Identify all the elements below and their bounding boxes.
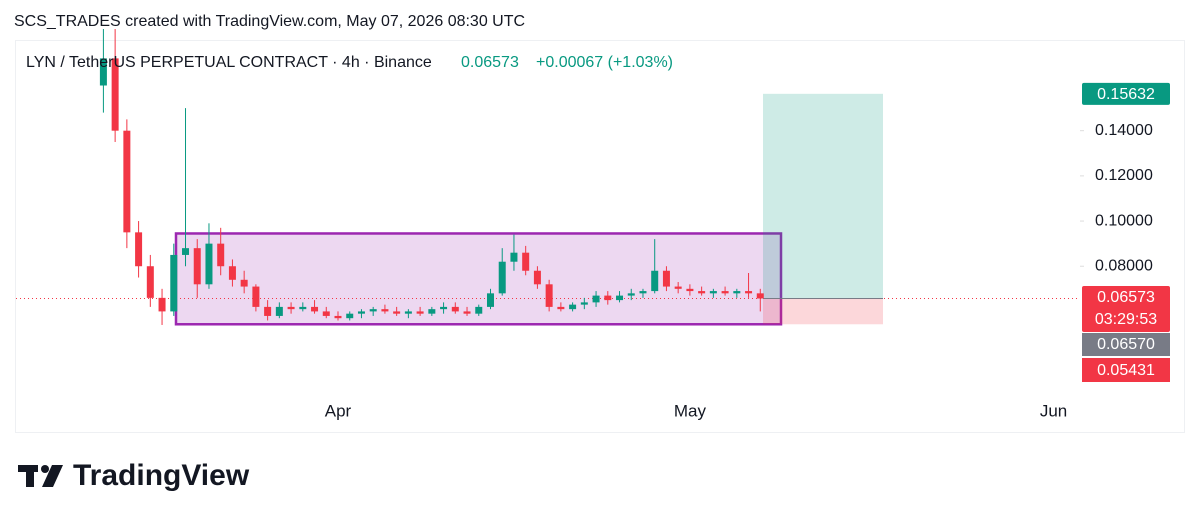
countdown: 03:29:53 — [1095, 311, 1157, 328]
candle-body — [428, 309, 436, 314]
candle-body — [369, 309, 377, 312]
candle-body — [475, 306, 483, 314]
candle-body — [182, 248, 190, 255]
candle-body — [252, 286, 260, 307]
header-change: +0.00067 (+1.03%) — [536, 54, 673, 71]
stop-zone — [763, 298, 883, 325]
plot-area — [16, 29, 1080, 326]
y-tick-label: 0.08000 — [1095, 257, 1153, 274]
candle-body — [533, 270, 541, 285]
candle-body — [580, 302, 588, 305]
header-price: 0.06573 — [461, 54, 519, 71]
candle-body — [357, 311, 365, 314]
watermark: SCS_TRADES created with TradingView.com,… — [14, 13, 525, 30]
candle-body — [510, 252, 518, 262]
candle-body — [146, 266, 154, 298]
candle-body — [709, 291, 717, 294]
candle-body — [639, 291, 647, 294]
last-label: 0.06573 — [1097, 289, 1155, 306]
candle-body — [522, 252, 530, 271]
candle-body — [463, 311, 471, 314]
candle-body — [123, 130, 131, 233]
logo-icon — [18, 465, 63, 487]
candle-body — [416, 311, 424, 314]
candle-body — [135, 232, 143, 267]
candle-body — [545, 284, 553, 307]
candle-body — [228, 266, 236, 280]
target-label-bg — [1082, 82, 1170, 105]
x-tick-label: May — [674, 401, 707, 420]
x-tick-label: Apr — [325, 401, 352, 420]
candle-body — [205, 243, 213, 285]
candle-body — [158, 297, 166, 312]
candle-body — [674, 286, 682, 289]
x-tick-label: Jun — [1040, 401, 1067, 420]
chart-title: LYN / TetherUS PERPETUAL CONTRACT · 4h ·… — [26, 54, 432, 71]
candle-body — [287, 306, 295, 310]
candle-body — [217, 243, 225, 267]
candle-body — [756, 293, 764, 299]
candle-body — [557, 306, 565, 310]
candle-body — [322, 311, 330, 316]
target-label: 0.15632 — [1097, 86, 1155, 103]
candle-body — [627, 293, 635, 296]
candle-body — [393, 311, 401, 314]
candle-body — [334, 315, 342, 319]
candle-body — [404, 311, 412, 314]
candle-body — [451, 306, 459, 312]
last-label-bg — [1082, 286, 1170, 332]
candle-body — [264, 306, 272, 316]
stop-label-bg — [1082, 358, 1170, 382]
candle-body — [240, 279, 248, 287]
y-tick-label: 0.14000 — [1095, 122, 1153, 139]
candle-body — [498, 261, 506, 294]
candle-body — [745, 291, 753, 294]
candle-body — [486, 293, 494, 307]
candle-body — [111, 58, 119, 131]
candle-body — [686, 288, 694, 292]
candle-body — [721, 291, 729, 294]
mark-label: 0.06570 — [1097, 336, 1155, 353]
candle-body — [651, 270, 659, 292]
candle-body — [662, 270, 670, 287]
candle-body — [381, 309, 389, 312]
candle-body — [440, 306, 448, 310]
candle-body — [604, 295, 612, 301]
chart-panel — [15, 40, 1185, 433]
candle-body — [698, 291, 706, 294]
candle-body — [99, 58, 107, 86]
candle-body — [346, 313, 354, 319]
candle-body — [733, 291, 741, 294]
logo-text: TradingView — [73, 459, 250, 492]
y-tick-label: 0.10000 — [1095, 212, 1153, 229]
candle-body — [311, 306, 319, 312]
candle-body — [275, 306, 283, 316]
mark-label-bg — [1082, 333, 1170, 356]
y-tick-label: 0.12000 — [1095, 167, 1153, 184]
candle-body — [193, 248, 201, 285]
target-zone — [763, 93, 883, 299]
candle-body — [616, 295, 624, 301]
candle-body — [569, 304, 577, 310]
stop-label: 0.05431 — [1097, 362, 1155, 379]
candle-body — [299, 306, 307, 310]
candle-body — [170, 254, 178, 312]
candle-body — [592, 295, 600, 303]
